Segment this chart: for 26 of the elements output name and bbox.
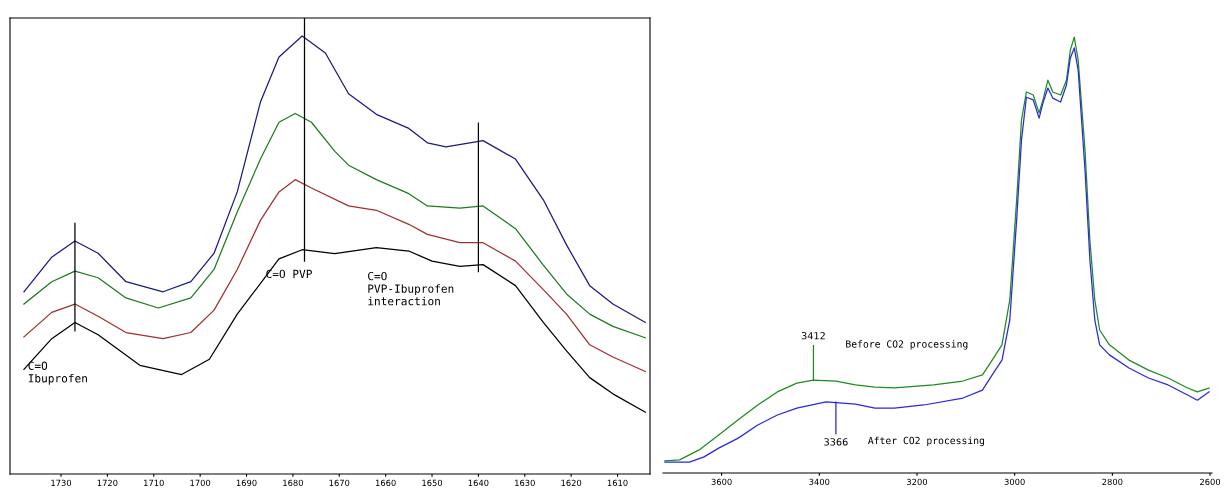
x-tick-label: 1610 <box>607 479 628 487</box>
x-tick-label: 1660 <box>375 479 396 487</box>
x-tick-label: 1640 <box>468 479 489 487</box>
x-tick-label: 1630 <box>515 479 535 487</box>
ref-line-label: C=O PVP-Ibuprofen interaction <box>368 271 454 306</box>
annotation: 3412 <box>801 332 825 340</box>
x-tick-label: 1720 <box>97 479 118 487</box>
x-tick-label: 3400 <box>809 478 830 486</box>
ref-line-label: C=O Ibuprofen <box>28 361 87 385</box>
x-tick-label: 3000 <box>1004 478 1025 486</box>
x-tick-label: 1680 <box>283 479 303 487</box>
annotation: 3366 <box>824 438 848 446</box>
x-tick-label: 3600 <box>711 478 732 486</box>
annotation: After CO2 processing <box>868 436 985 447</box>
ref-line-label: C=O PVP <box>266 269 312 279</box>
x-tick-label: 1620 <box>561 479 582 487</box>
annotation: Before CO2 processing <box>846 340 968 350</box>
x-tick-label: 1700 <box>190 479 211 487</box>
x-tick-label: 1710 <box>144 479 164 487</box>
x-tick-label: 1670 <box>329 479 350 487</box>
x-tick-label: 3200 <box>907 478 928 486</box>
x-tick-label: 2600 <box>1200 478 1221 486</box>
x-tick-label: 1690 <box>236 479 257 487</box>
x-tick-label: 2800 <box>1102 478 1123 486</box>
x-tick-label: 1650 <box>422 479 443 487</box>
x-tick-label: 1730 <box>51 479 72 487</box>
